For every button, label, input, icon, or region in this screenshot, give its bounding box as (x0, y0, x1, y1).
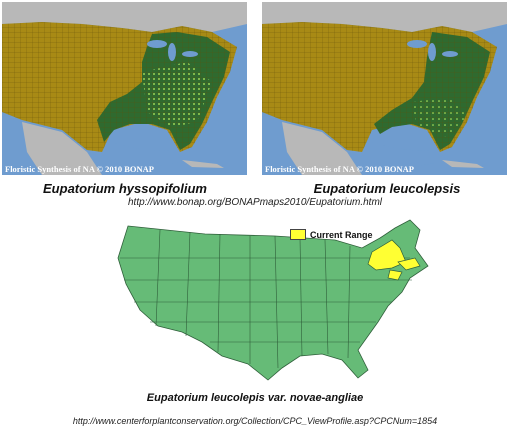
us-range-map (110, 218, 440, 383)
us-states-map (117, 219, 429, 381)
species-caption-leucolepsis: Eupatorium leucolepsis (313, 181, 461, 196)
lake (168, 43, 176, 61)
gulf-of-mexico (112, 142, 180, 175)
species-rare-dots (412, 97, 467, 137)
species-caption-novae-angliae: Eupatorium leucolepis var. novae-angliae (146, 392, 364, 404)
cuba (442, 160, 484, 168)
map-credit: Floristic Synthesis of NA © 2010 BONAP (5, 164, 154, 174)
bonap-map-hyssopifolium: Floristic Synthesis of NA © 2010 BONAP (2, 2, 247, 175)
mexico-region (22, 122, 102, 175)
legend-label: Current Range (310, 229, 373, 240)
us-land (117, 219, 429, 381)
north-america-map (2, 2, 247, 175)
map-legend: Current Range (290, 229, 373, 240)
massachusetts-range (397, 257, 421, 271)
lake (147, 40, 167, 48)
mexico-region (282, 122, 362, 175)
lake (428, 43, 436, 61)
north-america-map (262, 2, 507, 175)
source-url-cpc: http://www.centerforplantconservation.or… (72, 416, 438, 426)
bonap-map-leucolepsis: Floristic Synthesis of NA © 2010 BONAP (262, 2, 507, 175)
canada-region (2, 2, 247, 32)
gulf-of-mexico (372, 142, 440, 175)
species-rare-dots (142, 62, 212, 127)
new-york-range (367, 239, 407, 271)
lake (407, 40, 427, 48)
lake (442, 51, 458, 57)
cuba (182, 160, 224, 168)
state-borders (120, 229, 412, 369)
map-credit: Floristic Synthesis of NA © 2010 BONAP (265, 164, 414, 174)
lake (182, 51, 198, 57)
connecticut-range (387, 269, 403, 281)
source-url-bonap: http://www.bonap.org/BONAPmaps2010/Eupat… (127, 197, 383, 208)
species-caption-hyssopifolium: Eupatorium hyssopifolium (43, 181, 207, 196)
canada-region (262, 2, 507, 32)
current-range-swatch (290, 229, 306, 240)
